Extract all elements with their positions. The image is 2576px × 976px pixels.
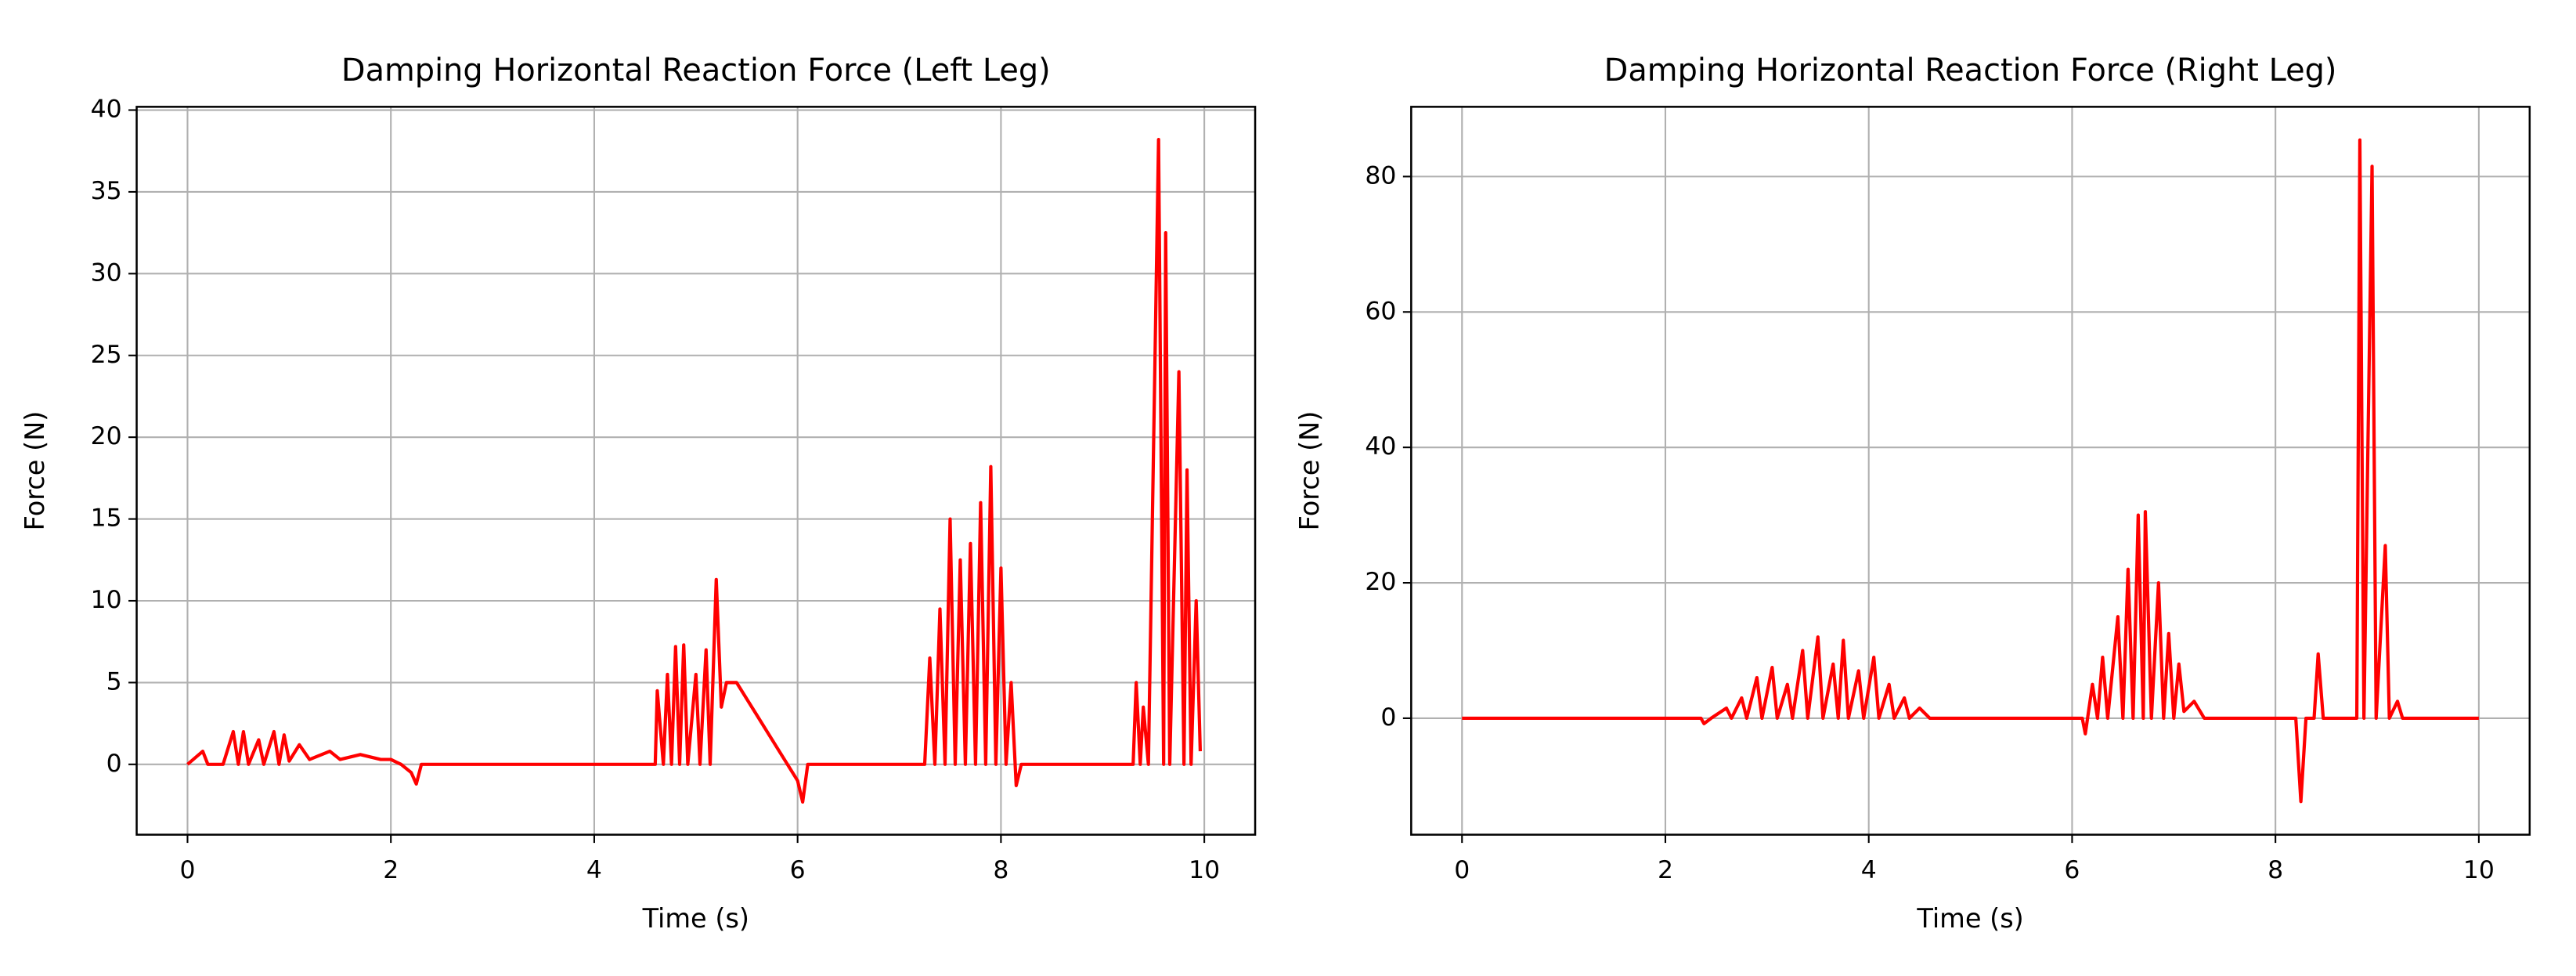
x-tick-label: 4 (586, 856, 602, 884)
y-tick-label: 10 (91, 586, 122, 614)
x-axis-label: Time (s) (1916, 903, 2023, 934)
x-tick-label: 10 (2463, 856, 2495, 884)
y-tick-label: 40 (91, 96, 122, 124)
y-tick-label: 5 (106, 667, 122, 696)
x-axis-label: Time (s) (642, 903, 749, 934)
axes-frame (135, 106, 1257, 836)
x-tick-label: 2 (1658, 856, 1673, 884)
x-tick-label: 4 (1861, 856, 1877, 884)
y-tick-label: 25 (91, 341, 122, 369)
y-tick-label: 0 (1380, 703, 1396, 732)
x-tick-label: 6 (2064, 856, 2080, 884)
axes-frame (1410, 106, 2531, 836)
y-tick-label: 20 (1365, 568, 1396, 596)
y-tick-label: 15 (91, 504, 122, 533)
y-axis-label: Force (N) (1294, 411, 1325, 531)
y-tick-label: 0 (106, 750, 122, 778)
data-line (1462, 138, 2479, 804)
x-tick-label: 10 (1189, 856, 1220, 884)
x-tick-label: 6 (790, 856, 806, 884)
chart-title: Damping Horizontal Reaction Force (Right… (1604, 52, 2337, 89)
y-tick-label: 80 (1365, 161, 1396, 190)
x-tick-label: 0 (179, 856, 195, 884)
x-tick-label: 0 (1454, 856, 1470, 884)
x-tick-label: 8 (2268, 856, 2283, 884)
x-tick-label: 8 (993, 856, 1008, 884)
y-tick-label: 60 (1365, 297, 1396, 325)
chart-title: Damping Horizontal Reaction Force (Left … (341, 52, 1051, 89)
y-tick-label: 35 (91, 177, 122, 205)
y-tick-label: 40 (1365, 432, 1396, 461)
y-tick-label: 20 (91, 422, 122, 450)
x-tick-label: 2 (383, 856, 399, 884)
y-axis-label: Force (N) (20, 411, 50, 531)
data-line (186, 138, 1203, 804)
y-tick-label: 30 (91, 258, 122, 287)
